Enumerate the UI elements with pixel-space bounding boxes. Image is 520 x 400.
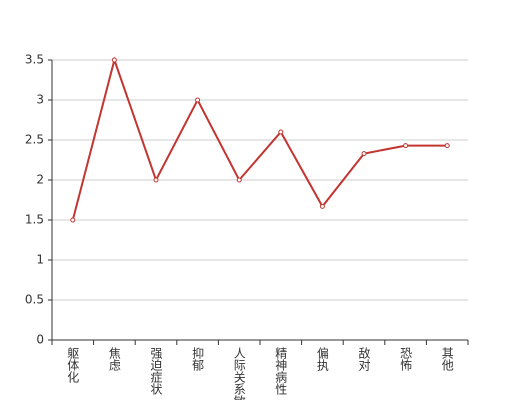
point [195, 97, 201, 103]
x-tick-label: 其他 [440, 347, 454, 371]
x-tick-label: 偏执 [315, 346, 329, 372]
y-tick-label: 3.5 [25, 53, 44, 67]
point [236, 177, 242, 183]
y-tick-label: 1.5 [25, 213, 44, 227]
x-tick-label: 躯体化 [66, 346, 80, 384]
y-tick-label: 2.5 [25, 133, 44, 147]
x-tick-label: 恐怖 [399, 347, 413, 371]
point [444, 143, 450, 149]
line [71, 56, 448, 221]
y-tick-label: 2 [36, 173, 44, 187]
point [111, 57, 117, 63]
y-tick-label: 1 [36, 253, 44, 267]
x-tick-label: 抑郁 [191, 346, 205, 372]
y-tick-label: 0 [36, 333, 44, 347]
x-tick-label: 人际关系敏感 [232, 347, 246, 400]
y-tick-label: 3 [36, 93, 44, 107]
x-tick-label: 焦虑 [107, 347, 121, 371]
y-tick-label: 0.5 [25, 293, 44, 307]
point [70, 217, 76, 223]
point [403, 143, 409, 149]
x-tick-label: 敌对 [357, 346, 371, 371]
point [361, 151, 367, 157]
x-tick-label: 精神病性 [274, 347, 288, 396]
point [319, 203, 325, 209]
point [153, 177, 159, 183]
point [278, 129, 284, 135]
x-tick-label: 强迫症状 [149, 347, 163, 395]
